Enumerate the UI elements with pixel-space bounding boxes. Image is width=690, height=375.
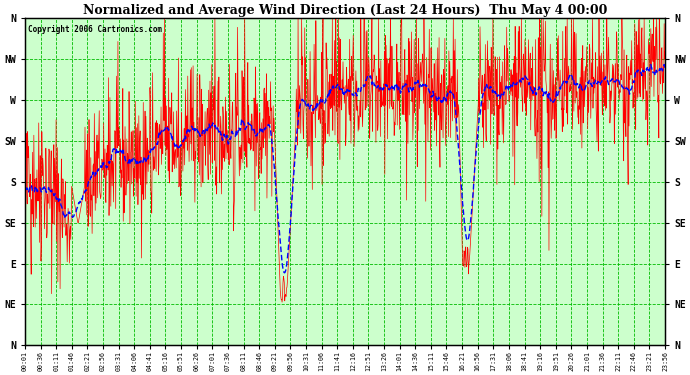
Title: Normalized and Average Wind Direction (Last 24 Hours)  Thu May 4 00:00: Normalized and Average Wind Direction (L…	[83, 4, 607, 17]
Text: Copyright 2006 Cartronics.com: Copyright 2006 Cartronics.com	[28, 25, 162, 34]
